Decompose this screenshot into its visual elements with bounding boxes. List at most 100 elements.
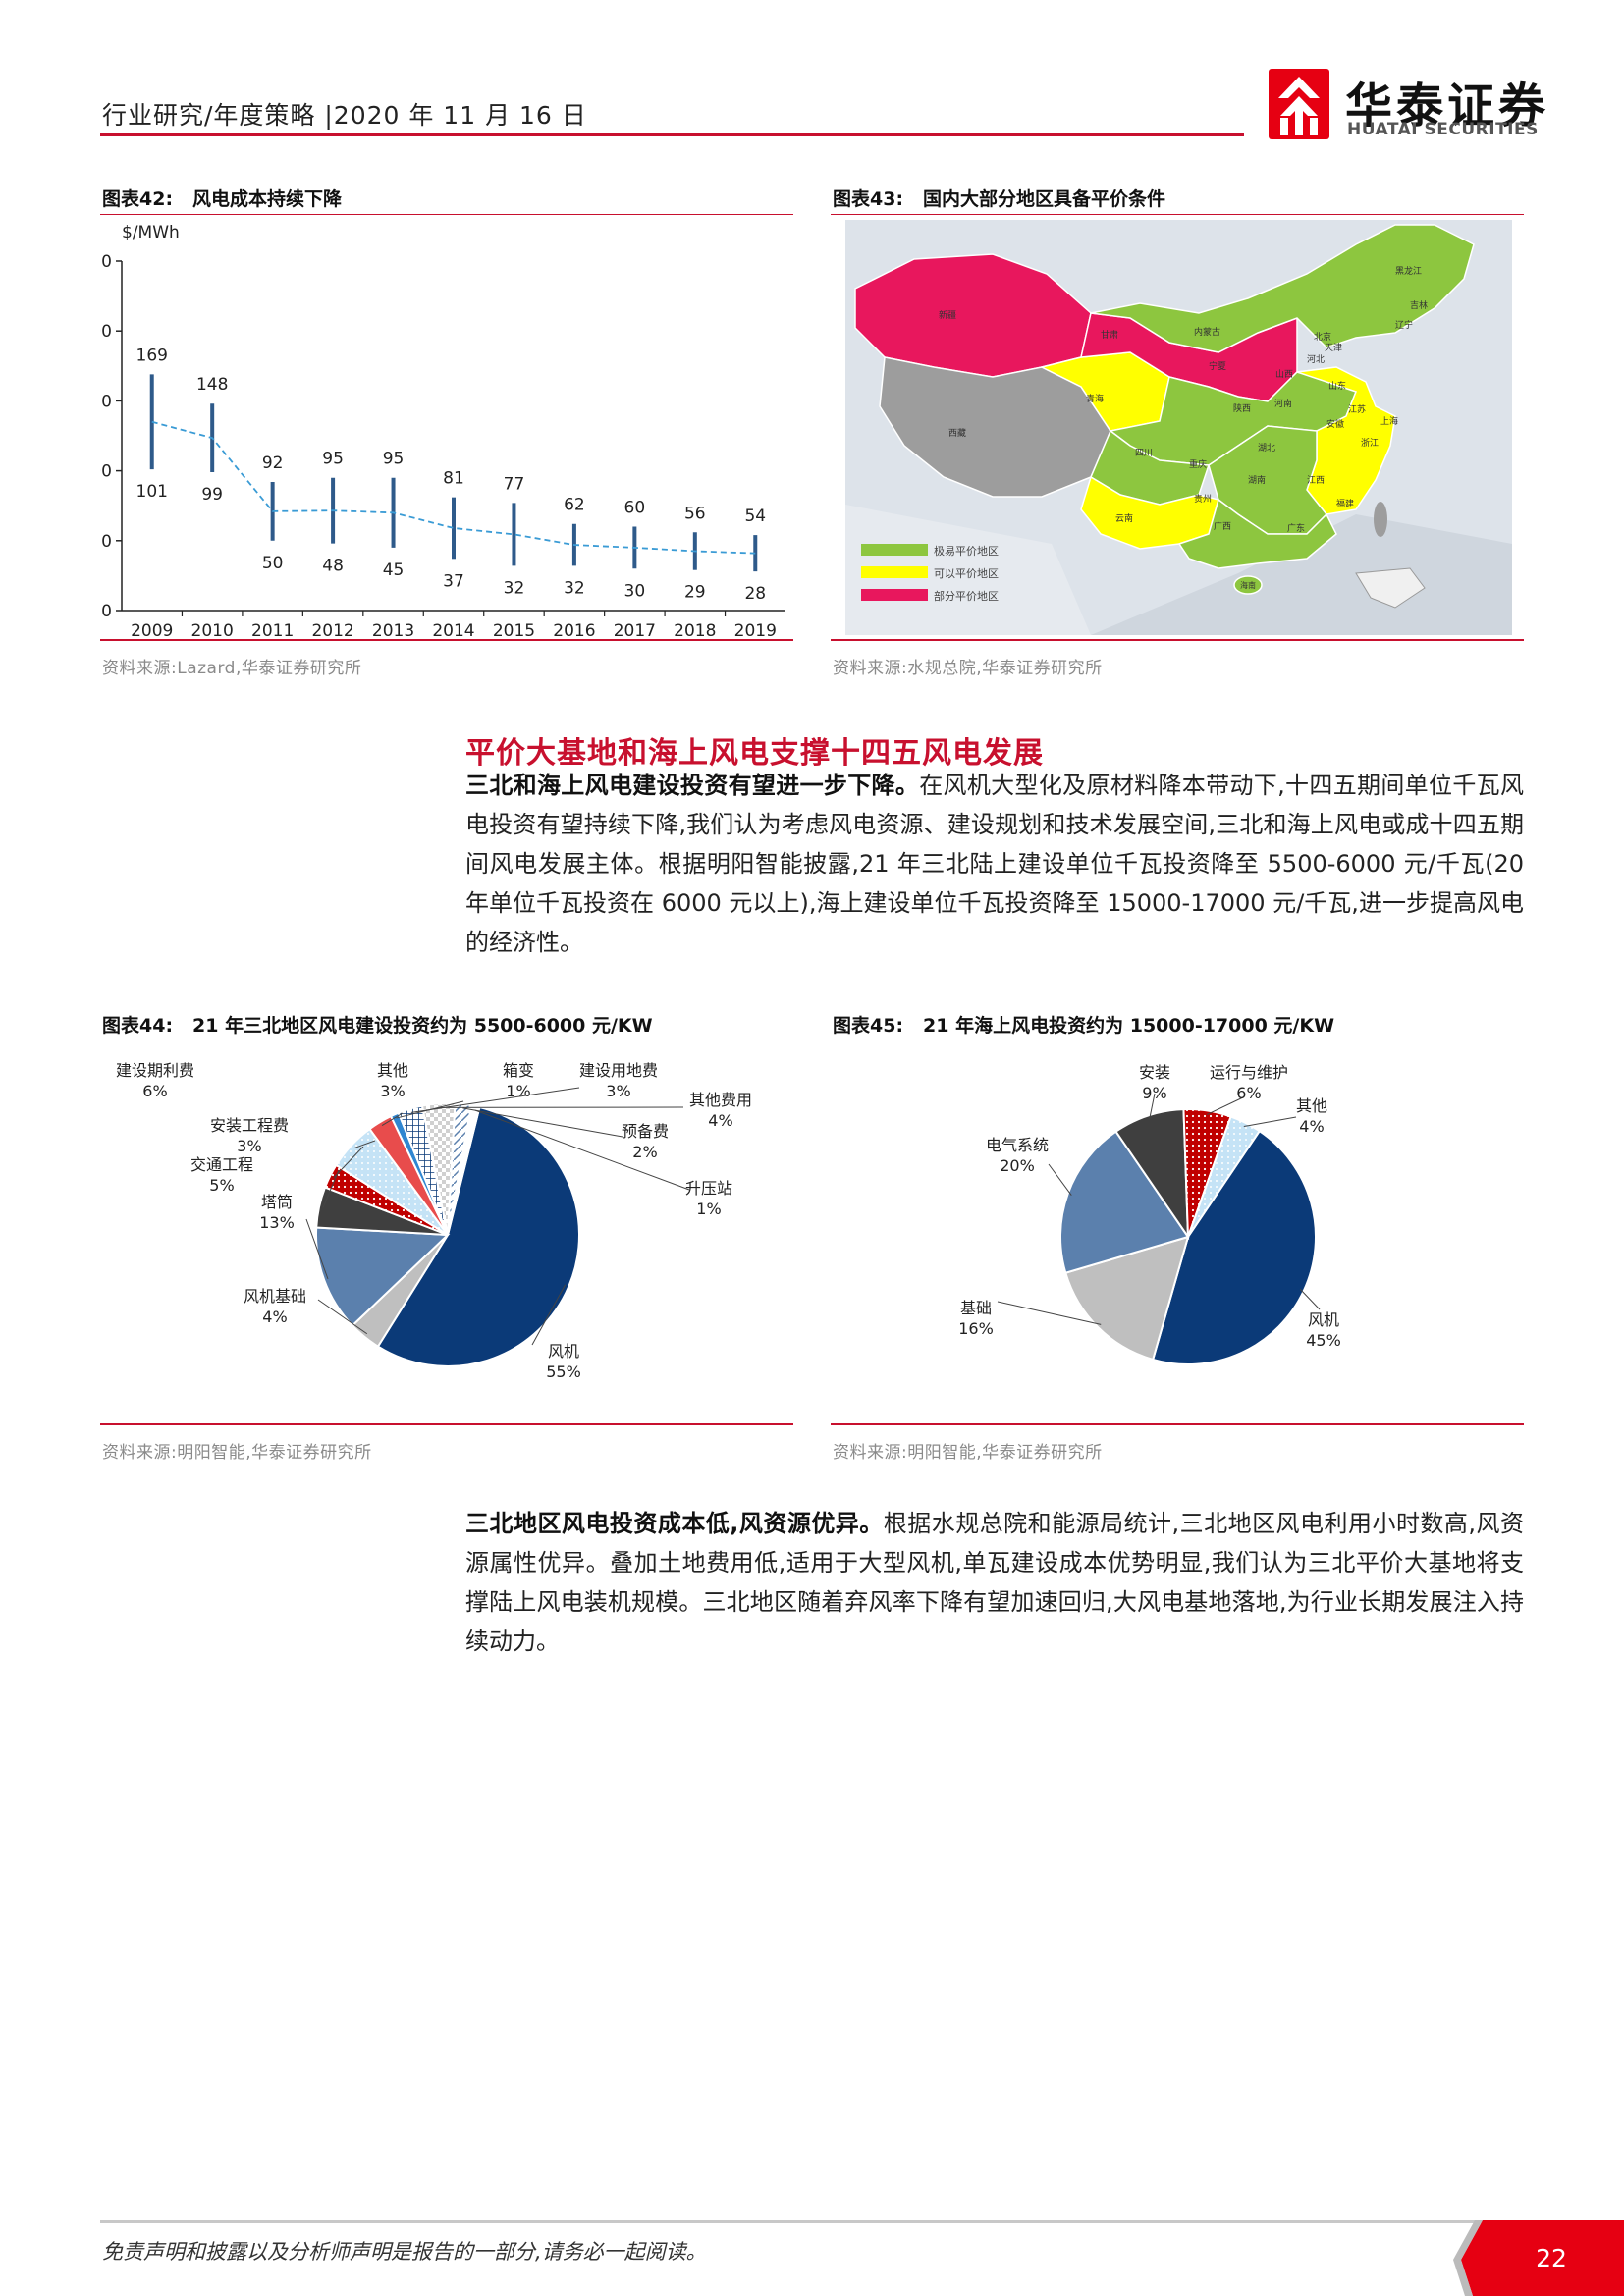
map-label: 山东	[1328, 380, 1346, 392]
low-value-label: 48	[322, 557, 344, 576]
legend-swatch-partial	[861, 589, 928, 601]
map-label: 内蒙古	[1194, 326, 1220, 338]
map-label: 四川	[1135, 449, 1153, 458]
map-label: 湖南	[1248, 474, 1266, 486]
map-label: 广东	[1287, 522, 1305, 534]
onshore-leader-line	[333, 1146, 364, 1179]
y-tick-label: 100	[100, 462, 112, 482]
low-value-label: 45	[383, 561, 405, 580]
paragraph-1-lead: 三北和海上风电建设投资有望进一步下降。	[465, 772, 920, 799]
offshore-leader-line	[1048, 1163, 1072, 1197]
x-tick-label: 2013	[372, 621, 414, 638]
high-value-label: 169	[136, 346, 168, 365]
map-label: 江西	[1307, 475, 1325, 486]
map-label: 黑龙江	[1395, 265, 1422, 277]
offshore-value: 4%	[1299, 1117, 1324, 1136]
onshore-leader-line	[305, 1218, 329, 1280]
offshore-label: 安装	[1139, 1063, 1170, 1082]
fig44-bottom-rule	[100, 1423, 793, 1425]
section-title: 平价大基地和海上风电支撑十四五风电发展	[465, 736, 1044, 771]
low-value-label: 29	[684, 583, 706, 603]
onshore-value: 13%	[259, 1213, 295, 1232]
onshore-leader-line	[381, 1112, 404, 1126]
y-tick-label: 50	[100, 532, 112, 552]
midpoint-trend-line	[151, 420, 756, 555]
y-tick-label: 250	[100, 252, 112, 272]
map-label: 陕西	[1233, 402, 1251, 414]
onshore-leader-line	[353, 1140, 376, 1149]
header-title: 行业研究/年度策略 |2020 年 11 月 16 日	[102, 101, 587, 130]
offshore-cost-pie: 风机 45% 基础 16% 电气系统 20% 安装 9% 运行与维护 6% 其他 4%	[958, 1063, 1341, 1365]
map-label: 贵州	[1194, 493, 1212, 505]
legend-label-possible: 可以平价地区	[934, 567, 999, 580]
offshore-slice	[1187, 1115, 1262, 1238]
onshore-label: 交通工程	[190, 1155, 253, 1174]
offshore-slice	[1064, 1235, 1190, 1362]
fig42-title: 图表42: 风电成本持续下降	[102, 185, 342, 211]
onshore-label: 其他	[377, 1061, 408, 1080]
map-label: 宁夏	[1209, 360, 1226, 372]
map-label: 云南	[1115, 512, 1133, 524]
low-value-label: 50	[262, 554, 284, 573]
offshore-leader-line	[997, 1301, 1102, 1325]
low-value-label: 101	[136, 482, 168, 502]
paragraph-2: 三北地区风电投资成本低,风资源优异。根据水规总院和能源局统计,三北地区风电利用小…	[465, 1504, 1524, 1661]
offshore-label: 其他	[1296, 1096, 1327, 1115]
onshore-label: 风机基础	[244, 1287, 306, 1306]
x-tick-label: 2015	[493, 621, 535, 638]
fig44-title: 图表44: 21 年三北地区风电建设投资约为 5500-6000 元/KW	[102, 1011, 653, 1038]
china-parity-map: 黑龙江 吉林 辽宁 内蒙古 新疆 甘肃 宁夏 北京 天津 河北 山西 山东 青海…	[845, 220, 1512, 635]
low-value-label: 99	[201, 485, 223, 505]
fig43-number: 图表43:	[833, 188, 904, 210]
low-value-label: 30	[624, 581, 646, 601]
map-label: 广西	[1214, 520, 1231, 532]
map-label: 安徽	[1326, 418, 1344, 430]
offshore-leader-line	[1149, 1093, 1156, 1120]
y-tick-label: 200	[100, 322, 112, 342]
high-value-label: 56	[684, 504, 706, 523]
fig42-number: 图表42:	[102, 188, 174, 210]
onshore-leader-line	[531, 1284, 567, 1346]
high-value-label: 92	[262, 454, 284, 473]
onshore-value: 3%	[237, 1137, 261, 1155]
fig44-number: 图表44:	[102, 1015, 174, 1037]
onshore-label: 建设用地费	[579, 1061, 658, 1080]
map-label: 吉林	[1410, 299, 1428, 311]
low-value-label: 32	[504, 578, 525, 598]
legend-swatch-easy	[861, 544, 928, 556]
map-label: 浙江	[1361, 437, 1379, 449]
paragraph-2-body: 根据水规总院和能源局统计,三北地区风电利用小时数高,风资源属性优异。叠加土地费用…	[465, 1510, 1524, 1655]
page-number-tab: 22	[1453, 2220, 1624, 2296]
fig43-top-rule	[831, 214, 1524, 215]
onshore-value: 3%	[606, 1082, 630, 1100]
footer-disclaimer: 免责声明和披露以及分析师声明是报告的一部分,请务必一起阅读。	[102, 2240, 707, 2264]
onshore-value: 4%	[262, 1308, 287, 1326]
x-tick-label: 2011	[251, 621, 294, 638]
x-tick-label: 2017	[614, 621, 656, 638]
onshore-value: 3%	[380, 1082, 405, 1100]
fig42-top-rule	[100, 214, 793, 215]
map-label: 甘肃	[1101, 329, 1118, 341]
map-label: 湖北	[1258, 443, 1275, 454]
low-value-label: 28	[744, 584, 766, 604]
onshore-slice	[376, 1105, 580, 1367]
fig42-bottom-rule	[100, 639, 793, 641]
map-label: 北京	[1314, 331, 1331, 343]
fig45-source: 资料来源:明阳智能,华泰证券研究所	[833, 1443, 1103, 1463]
legend-swatch-possible	[861, 566, 928, 578]
offshore-value: 9%	[1142, 1084, 1166, 1102]
map-label: 新疆	[939, 309, 956, 321]
onshore-label: 其他费用	[689, 1091, 752, 1109]
onshore-value: 55%	[546, 1362, 581, 1381]
onshore-label: 升压站	[685, 1179, 732, 1198]
offshore-leader-line	[1207, 1096, 1244, 1115]
onshore-label: 安装工程费	[210, 1116, 289, 1135]
onshore-label: 风机	[548, 1342, 579, 1361]
onshore-label: 建设期利费	[116, 1061, 194, 1080]
high-value-label: 60	[624, 499, 646, 518]
y-tick-label: 0	[101, 602, 112, 621]
fig45-number: 图表45:	[833, 1015, 904, 1037]
onshore-value: 6%	[142, 1082, 167, 1100]
fig43-bottom-rule	[831, 639, 1524, 641]
map-label: 天津	[1325, 343, 1342, 353]
